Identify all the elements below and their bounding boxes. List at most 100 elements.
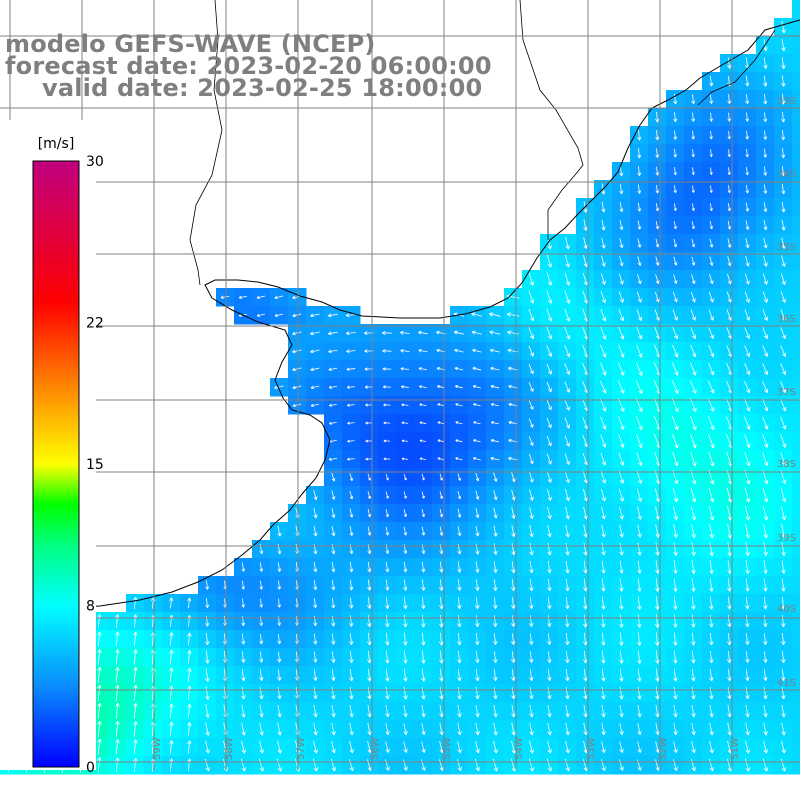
wind-arrow <box>421 686 426 700</box>
wind-arrow <box>690 291 696 303</box>
wind-arrow <box>547 669 552 682</box>
wind-arrow <box>671 362 679 376</box>
wind-arrow <box>385 723 390 736</box>
wind-arrow <box>763 651 768 663</box>
colorbar-tick-label: 22 <box>86 316 104 332</box>
wind-arrow <box>727 651 732 664</box>
wind-arrow <box>709 149 713 157</box>
wind-speed-cell <box>792 612 800 631</box>
wind-arrow <box>349 561 354 573</box>
wind-arrow <box>727 202 731 212</box>
wind-arrow <box>97 684 102 701</box>
wind-arrow <box>763 184 768 194</box>
wind-arrow <box>600 362 607 376</box>
wind-speed-cell <box>792 756 800 775</box>
wind-arrow <box>489 330 501 335</box>
wind-arrow <box>636 291 642 303</box>
wind-arrow <box>546 758 553 772</box>
wind-arrow <box>493 597 498 609</box>
wind-arrow <box>637 560 642 574</box>
wind-arrow <box>133 702 138 719</box>
wind-arrow <box>583 578 588 592</box>
wind-arrow <box>672 327 679 340</box>
wind-arrow <box>745 523 750 539</box>
wind-arrow <box>366 615 372 628</box>
wind-arrow <box>762 758 769 772</box>
wind-arrow <box>637 166 642 176</box>
wind-arrow <box>619 596 624 610</box>
wind-arrow <box>385 526 390 536</box>
wind-arrow <box>655 759 660 771</box>
wind-arrow <box>582 488 588 502</box>
wind-arrow <box>708 291 714 303</box>
wind-arrow <box>385 579 390 591</box>
wind-arrow <box>781 75 786 87</box>
wind-arrow <box>781 542 786 556</box>
wind-arrow <box>691 167 695 175</box>
wind-arrow <box>529 704 534 718</box>
wind-arrow <box>259 704 264 718</box>
wind-arrow <box>763 93 768 105</box>
wind-arrow <box>780 273 786 285</box>
wind-arrow <box>745 615 750 628</box>
wind-arrow <box>457 650 462 664</box>
wind-arrow <box>655 506 660 520</box>
wind-arrow <box>727 669 732 682</box>
wind-arrow <box>745 166 749 176</box>
wind-arrow <box>727 722 732 736</box>
wind-arrow <box>493 525 498 537</box>
wind-arrow <box>763 704 768 718</box>
wind-arrow <box>472 384 481 389</box>
wind-speed-cell <box>792 486 800 505</box>
wind-arrow <box>511 722 516 736</box>
wind-arrow <box>564 381 571 393</box>
wind-arrow <box>727 130 731 140</box>
wind-arrow <box>259 651 264 663</box>
wind-arrow <box>401 403 409 407</box>
wind-speed-cell <box>792 144 800 163</box>
wind-arrow <box>655 614 660 628</box>
wind-arrow <box>707 398 715 412</box>
wind-arrow <box>727 167 731 175</box>
wind-arrow <box>418 330 428 335</box>
wind-arrow <box>673 130 678 140</box>
wind-arrow <box>780 758 786 772</box>
wind-speed-cell <box>792 558 800 577</box>
wind-arrow <box>349 490 354 500</box>
wind-arrow <box>673 560 678 574</box>
wind-arrow <box>762 309 769 321</box>
wind-arrow <box>637 256 642 266</box>
wind-arrow <box>564 290 571 304</box>
wind-arrow <box>292 385 302 390</box>
wind-arrow <box>115 702 120 719</box>
wind-arrow <box>583 506 588 520</box>
wind-arrow <box>781 687 786 700</box>
wind-arrow <box>547 687 552 700</box>
wind-arrow <box>565 687 570 700</box>
wind-arrow <box>313 740 318 754</box>
wind-arrow <box>618 452 625 466</box>
wind-arrow <box>619 184 624 195</box>
wind-arrow <box>367 526 372 536</box>
wind-arrow <box>455 439 463 443</box>
wind-arrow <box>673 256 678 266</box>
wind-arrow <box>637 759 642 771</box>
wind-arrow <box>385 650 390 664</box>
wind-arrow <box>618 291 624 303</box>
wind-speed-field <box>0 0 800 775</box>
wind-arrow <box>709 560 714 574</box>
wind-arrow <box>762 615 768 628</box>
wind-speed-cell <box>792 216 800 235</box>
wind-arrow <box>439 686 444 700</box>
wind-arrow <box>511 669 516 681</box>
wind-arrow <box>313 562 318 573</box>
wind-arrow <box>259 562 264 572</box>
wind-arrow <box>655 202 659 212</box>
wind-arrow <box>403 509 407 517</box>
wind-arrow <box>277 687 282 700</box>
wind-arrow <box>673 506 679 521</box>
wind-arrow <box>583 686 588 700</box>
wind-arrow <box>564 344 571 358</box>
wind-arrow <box>349 704 354 718</box>
wind-arrow <box>546 363 552 375</box>
